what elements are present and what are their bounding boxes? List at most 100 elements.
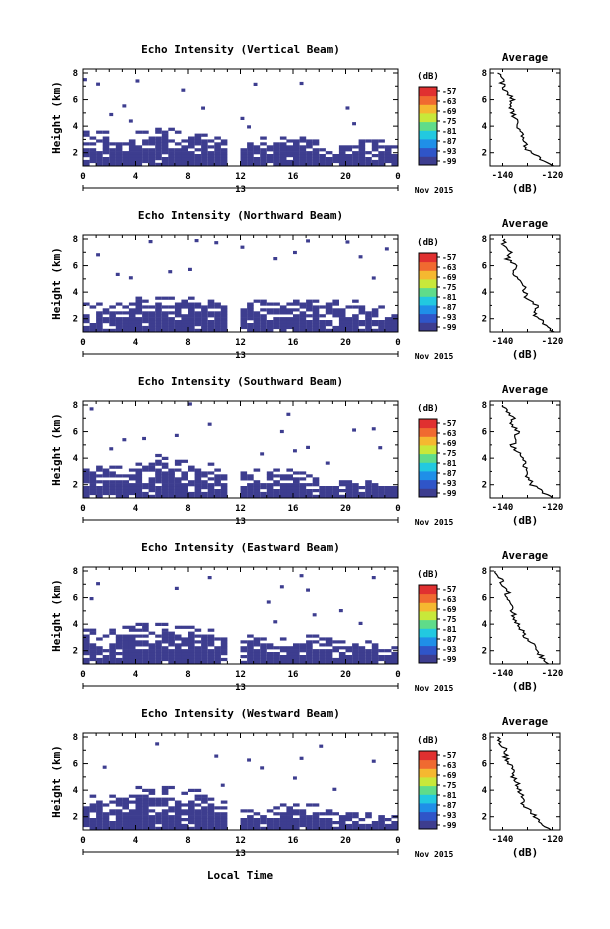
echo-cell <box>253 159 261 164</box>
echo-cell <box>220 308 228 312</box>
echo-cell <box>181 491 188 496</box>
echo-cell <box>371 154 379 158</box>
echo-cell <box>358 660 366 664</box>
echo-cell <box>260 323 267 327</box>
echo-cell <box>279 483 287 487</box>
echo-cell <box>174 649 182 653</box>
echo-cell <box>135 323 143 327</box>
echo-cell <box>247 157 254 161</box>
echo-cell <box>378 823 385 828</box>
echo-cell <box>181 471 188 475</box>
echo-cell <box>319 320 326 324</box>
echo-cell <box>122 643 129 647</box>
echo-cell <box>174 657 182 662</box>
echo-cell <box>312 148 320 152</box>
echo-cell <box>312 323 320 327</box>
echo-cell <box>128 323 136 327</box>
echo-cell <box>266 145 274 149</box>
echo-cell <box>128 809 136 813</box>
echo-cell <box>155 302 162 306</box>
echo-cell <box>174 154 182 158</box>
y-tick-label: 8 <box>73 69 78 79</box>
x-tick-label: 0 <box>80 504 85 514</box>
echo-cell <box>194 317 202 321</box>
x-tick-label: 0 <box>395 338 400 348</box>
echo-cell <box>89 809 97 813</box>
echo-cell <box>358 494 366 498</box>
echo-cell <box>168 637 175 641</box>
echo-cell <box>338 308 346 312</box>
echo-cell <box>260 148 267 152</box>
echo-cell <box>306 159 313 164</box>
echo-cell <box>253 480 261 484</box>
echo-cell <box>378 157 385 161</box>
echo-cell <box>286 812 293 816</box>
colorbar-segment <box>419 611 437 621</box>
echo-cell <box>299 655 307 659</box>
echo-cell <box>279 818 287 822</box>
echo-cell <box>260 821 267 825</box>
echo-cell <box>148 809 156 813</box>
echo-cell <box>253 317 261 321</box>
echo-cell <box>220 139 228 143</box>
echo-cell <box>122 325 129 330</box>
echo-cell <box>115 486 123 490</box>
echo-cell <box>371 139 379 143</box>
echo-cell <box>279 320 287 324</box>
echo-cell <box>128 119 133 123</box>
echo-cell <box>207 657 215 662</box>
y-tick-label: 6 <box>73 428 78 438</box>
echo-cell <box>207 462 215 466</box>
average-frame <box>489 400 561 499</box>
echo-cell <box>240 821 248 825</box>
echo-cell <box>102 308 110 312</box>
echo-cell <box>378 159 385 164</box>
echo-cell <box>247 489 254 493</box>
echo-cell <box>194 154 202 158</box>
average-y-tick-label: 4 <box>482 122 488 132</box>
echo-cell <box>293 812 300 816</box>
echo-cell <box>325 302 333 306</box>
echo-cell <box>194 818 202 822</box>
echo-cell <box>115 803 123 807</box>
echo-cell <box>109 655 116 659</box>
echo-cell <box>168 489 175 493</box>
echo-cell <box>207 328 215 332</box>
echo-cell <box>352 328 359 332</box>
echo-cell <box>338 323 346 327</box>
echo-cell <box>345 826 353 830</box>
echo-cell <box>266 643 274 647</box>
echo-cell <box>201 486 208 490</box>
echo-cell <box>253 823 261 828</box>
echo-cell <box>174 646 182 650</box>
echo-cell <box>279 157 287 161</box>
echo-cell <box>148 800 156 804</box>
echo-cell <box>358 305 366 309</box>
echo-cell <box>325 809 333 813</box>
echo-cell <box>83 823 90 828</box>
echo-cell <box>188 468 195 472</box>
colorbar-segment <box>419 585 437 595</box>
colorbar-tick-label: -99 <box>442 821 457 830</box>
echo-cell <box>168 660 175 664</box>
echo-cell <box>345 489 353 493</box>
echo-cell <box>299 471 307 475</box>
echo-cell <box>352 162 359 166</box>
echo-cell <box>352 821 359 825</box>
echo-cell <box>168 296 175 300</box>
average-profile-line <box>501 404 554 499</box>
echo-cell <box>338 162 346 166</box>
x-tick-label: 4 <box>133 172 139 182</box>
echo-cell <box>148 317 156 321</box>
echo-cell <box>312 162 320 166</box>
echo-cell <box>188 136 195 140</box>
echo-cell <box>214 241 219 245</box>
echo-cell <box>306 305 313 309</box>
echo-cell <box>174 308 182 312</box>
echo-cell <box>293 323 300 327</box>
echo-cell <box>306 657 313 662</box>
echo-cell <box>240 325 248 330</box>
echo-cell <box>148 489 156 493</box>
echo-cell <box>89 628 97 632</box>
echo-cell <box>122 812 129 816</box>
